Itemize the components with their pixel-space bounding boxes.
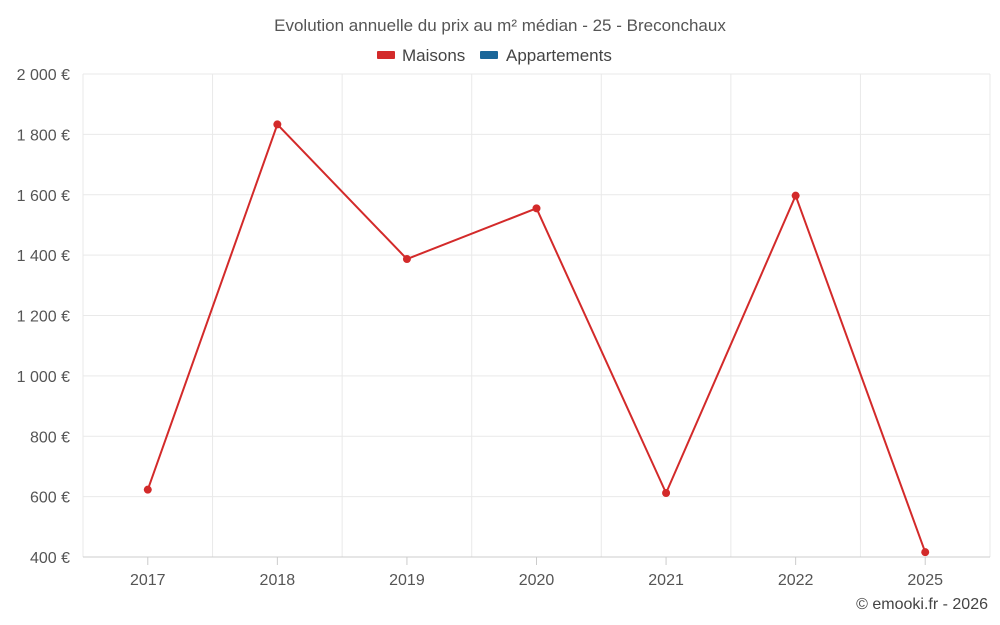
- y-tick-label: 1 800 €: [17, 127, 70, 144]
- series-line-maisons: [146, 123, 927, 553]
- data-point[interactable]: 2020: 1555 €: [532, 204, 541, 213]
- legend: Maisons Appartements: [377, 46, 612, 65]
- x-tick-label: 2018: [260, 572, 296, 589]
- legend-swatch-appartements: [480, 51, 498, 59]
- x-tick-label: 2022: [778, 572, 814, 589]
- data-point[interactable]: 2022: 1597 €: [791, 191, 800, 200]
- credit-text: © emooki.fr - 2026: [856, 596, 988, 613]
- series-maisons: 2017: 623 € 2018: 1833 € 2019: 1387 € 2020:…: [143, 120, 930, 557]
- data-point[interactable]: 2019: 1387 €: [402, 255, 411, 264]
- grid: [82, 73, 991, 558]
- y-tick-label: 1 000 €: [17, 369, 70, 386]
- data-point[interactable]: 2021: 612 €: [662, 489, 671, 498]
- chart-title: Evolution annuelle du prix au m² médian …: [274, 16, 726, 35]
- x-tick-label: 2017: [130, 572, 166, 589]
- axes: 400 € 600 € 800 € 1 000 € 1 200 € 1 400 € 1 60…: [17, 67, 990, 589]
- legend-swatch-maisons: [377, 51, 395, 59]
- y-tick-label: 2 000 €: [17, 67, 70, 84]
- y-tick-label: 1 600 €: [17, 188, 70, 205]
- x-tick-label: 2020: [519, 572, 555, 589]
- y-tick-label: 400 €: [30, 550, 70, 567]
- legend-item-maisons[interactable]: Maisons: [377, 46, 465, 65]
- legend-label-maisons: Maisons: [402, 46, 465, 65]
- legend-label-appartements: Appartements: [506, 46, 612, 65]
- legend-item-appartements[interactable]: Appartements: [480, 46, 612, 65]
- x-tick-label: 2021: [648, 572, 684, 589]
- data-point[interactable]: 2025: 416 €: [921, 548, 930, 557]
- x-tick-label: 2025: [907, 572, 943, 589]
- x-tick-label: 2019: [389, 572, 425, 589]
- y-tick-label: 800 €: [30, 429, 70, 446]
- y-tick-label: 1 200 €: [17, 309, 70, 326]
- data-point[interactable]: 2018: 1833 €: [273, 120, 282, 129]
- y-tick-label: 600 €: [30, 490, 70, 507]
- y-tick-label: 1 400 €: [17, 248, 70, 265]
- data-point[interactable]: 2017: 623 €: [143, 485, 152, 494]
